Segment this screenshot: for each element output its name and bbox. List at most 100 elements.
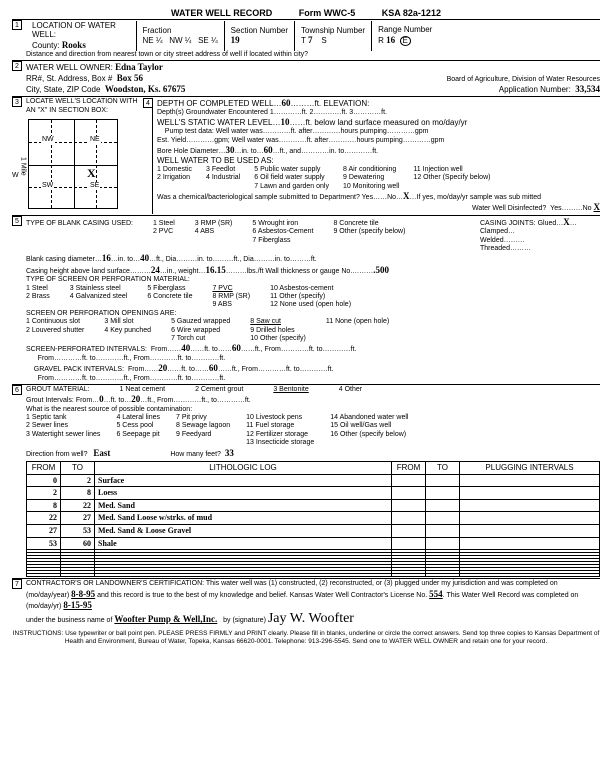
dir-val: East	[93, 448, 110, 458]
range-lbl: Range Number	[378, 25, 432, 34]
u12: 12 Other (Specify below)	[413, 174, 490, 182]
bhd-lbl: Bore Hole Diameter	[157, 148, 218, 156]
bcd-to: 40	[140, 253, 149, 264]
sec4-num: 4	[143, 98, 153, 108]
lithologic-log-table: FROM TO LITHOLOGIC LOG FROM TO PLUGGING …	[26, 461, 600, 577]
form-no: Form WWC-5	[299, 8, 356, 18]
g4: 4 Other	[339, 386, 362, 394]
c8: 8 Concrete tile	[333, 220, 405, 228]
owner-lbl: WATER WELL OWNER:	[26, 63, 113, 73]
p7: 7 PVC	[212, 285, 250, 293]
section-5: 5 TYPE OF BLANK CASING USED: 1 Steel2 PV…	[12, 215, 600, 384]
distance-lbl: Distance and direction from nearest town…	[12, 51, 600, 59]
log-row: 28Loess	[27, 487, 600, 500]
p9: 9 ABS	[212, 301, 250, 309]
gi-to: ft. to	[111, 397, 125, 405]
sg-sw: SW	[41, 182, 54, 190]
th-to: TO	[61, 462, 95, 475]
c9: 9 Other (specify below)	[333, 228, 405, 236]
dis-no: No	[583, 205, 592, 213]
gw1: 1	[270, 109, 274, 117]
spi-lbl: SCREEN-PERFORATED INTERVALS:	[26, 346, 147, 354]
section-6: 6 GROUT MATERIAL: 1 Neat cement 2 Cement…	[12, 384, 600, 578]
u11: 11 Injection well	[413, 166, 490, 174]
wall-val: .500	[373, 265, 389, 276]
signature: Jay W. Woofter	[268, 611, 354, 628]
section-2: 2 WATER WELL OWNER: Edna Taylor RR#, St.…	[12, 60, 600, 96]
log-row	[27, 574, 600, 577]
g3: 3 Bentonite	[273, 386, 308, 394]
sg-ne: NE	[89, 136, 101, 144]
u8: 8 Air conditioning	[343, 166, 399, 174]
sec6-num: 6	[12, 385, 22, 395]
n5: 5 Cess pool	[116, 422, 160, 430]
pump-lbl: Pump test data:	[165, 128, 214, 136]
gpi-from: From	[128, 366, 144, 374]
gi-lbl: Grout Intervals:	[26, 397, 74, 405]
chem-x: X	[403, 191, 410, 202]
p12: 12 None used (open hole)	[270, 301, 351, 309]
czs-val: Woodston, Ks. 67675	[105, 84, 186, 94]
pump-txt: Well water was	[216, 128, 263, 136]
chem-lbl: Was a chemical/bacteriological sample su…	[157, 194, 373, 202]
addr-val: Box 56	[117, 73, 143, 83]
bcd4: in. to	[275, 256, 290, 264]
th-to2: TO	[426, 462, 460, 475]
o3: 3 Mill slot	[104, 318, 151, 326]
gpi-to: ft. to	[181, 366, 195, 374]
cj-lbl: CASING JOINTS:	[480, 220, 536, 227]
hrs2: hours pumping	[356, 137, 402, 145]
spi-to: ft. to	[204, 346, 218, 354]
gi-t: 20	[131, 394, 140, 405]
gpi2-to: ft. to	[82, 375, 96, 383]
gpi-lbl: GRAVEL PACK INTERVALS:	[34, 366, 124, 374]
u10: 10 Monitoring well	[343, 183, 399, 191]
wall-lbl: Wall thickness or gauge No.	[265, 268, 352, 276]
swl-val: 10	[280, 117, 289, 128]
sg-nw: NW	[41, 136, 55, 144]
dir-lbl: Direction from well?	[26, 451, 87, 458]
cj-gluedx: X	[563, 217, 570, 227]
gw3: 3	[349, 109, 353, 117]
ksa: KSA 82a-1212	[382, 8, 441, 18]
th-from: FROM	[27, 462, 61, 475]
u7: 7 Lawn and garden only	[254, 183, 329, 191]
biz-lbl: under the business name of	[26, 617, 112, 624]
u9: 9 Dewatering	[343, 174, 399, 182]
date2: 8-15-95	[63, 600, 92, 610]
u5: 5 Public water supply	[254, 166, 329, 174]
into2: in. to	[329, 148, 344, 156]
spi2-ft: ft. to	[178, 355, 192, 363]
n3: 3 Watertight sewer lines	[26, 431, 100, 439]
o8: 8 Saw cut	[250, 318, 306, 326]
section-4-body: 4 DEPTH OF COMPLETED WELL…60……… ft. ELEV…	[152, 98, 600, 214]
lic-val: 554	[429, 589, 443, 599]
o7: 7 Torch cut	[171, 335, 230, 343]
bcd-lbl: Blank casing diameter	[26, 256, 95, 264]
range-e: E	[400, 36, 411, 46]
o2: 2 Louvered shutter	[26, 327, 84, 335]
c1: 1 Steel	[153, 220, 175, 228]
src-lbl: What is the nearest source of possible c…	[26, 406, 600, 414]
gpi-ft: ft. to	[286, 366, 300, 374]
bcd3: ft., Dia	[233, 256, 253, 264]
twp-val: 7	[308, 35, 313, 45]
n16: 16 Other (specify below)	[330, 431, 408, 439]
p11: 11 Other (specify)	[270, 293, 351, 301]
chemtxt: If yes, mo/day/yr sample was sub mitted	[417, 194, 542, 202]
owner-val: Edna Taylor	[115, 62, 163, 73]
bcd-val: 16	[102, 253, 111, 264]
u1: 1 Domestic	[157, 166, 192, 174]
twp-lbl: Township Number	[301, 26, 365, 35]
hrs1: hours pumping	[341, 128, 387, 136]
depth-lbl: DEPTH OF COMPLETED WELL	[157, 99, 273, 109]
n10: 10 Livestock pens	[246, 414, 314, 422]
use-lbl: WELL WATER TO BE USED AS:	[157, 156, 274, 166]
gpi-t: 60	[209, 363, 218, 374]
chem-no: No	[387, 194, 396, 202]
instructions: INSTRUCTIONS: Use typewriter or ball poi…	[12, 630, 600, 646]
ftand: ft., and	[280, 148, 301, 156]
bhd-to: 60	[264, 145, 273, 156]
county-lbl: County:	[32, 41, 60, 50]
into1: in. to	[241, 148, 256, 156]
